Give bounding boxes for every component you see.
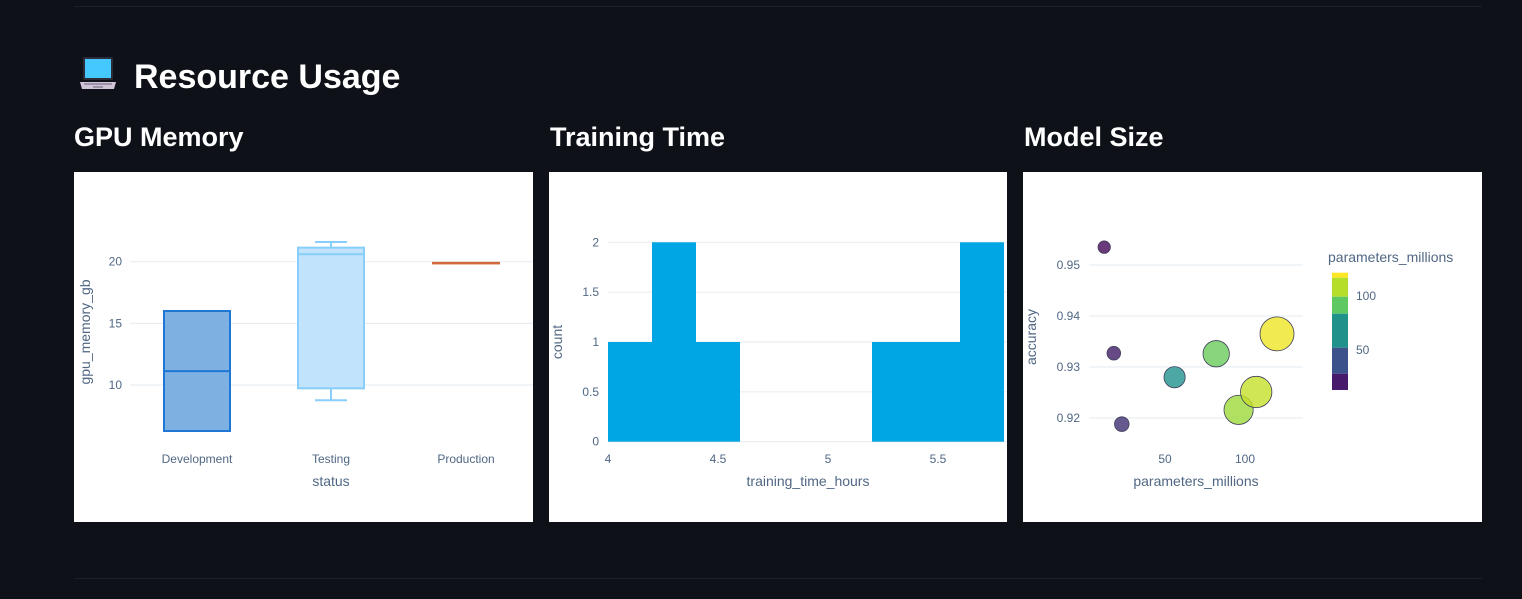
y-tick-label: 20 xyxy=(109,255,123,269)
scatter-point[interactable] xyxy=(1202,340,1230,368)
x-tick-label: Testing xyxy=(312,452,350,466)
x-tick-label: 5 xyxy=(825,452,832,466)
y-tick-label: 0.5 xyxy=(582,385,599,399)
y-tick-label: 0.93 xyxy=(1057,360,1081,374)
y-axis-title: accuracy xyxy=(1023,309,1039,365)
box-plot[interactable]: 10 15 20 Development Testing Production status… xyxy=(74,172,533,522)
histogram-plot[interactable]: 0 0.5 1 1.5 2 4 4.5 5 5.5 training_time_hours coun… xyxy=(549,172,1007,522)
page-title: Resource Usage xyxy=(78,54,400,101)
gpu-memory-title: GPU Memory xyxy=(74,122,244,152)
training-time-chart[interactable]: 0 0.5 1 1.5 2 4 4.5 5 5.5 training_time_hours coun… xyxy=(549,172,1007,522)
box-testing[interactable] xyxy=(297,240,365,402)
x-tick-label: 4 xyxy=(605,452,612,466)
colorbar-title: parameters_millions xyxy=(1328,249,1453,265)
x-tick-label: Development xyxy=(162,452,233,466)
x-axis-title: status xyxy=(312,473,349,489)
model-size-title: Model Size xyxy=(1024,122,1164,152)
colorbar-tick: 100 xyxy=(1356,289,1376,303)
scatter-point[interactable] xyxy=(1097,240,1111,254)
y-tick-label: 0.92 xyxy=(1057,411,1081,425)
scatter-point[interactable] xyxy=(1259,316,1295,352)
box-production[interactable] xyxy=(432,261,500,265)
x-tick-label: Production xyxy=(437,452,494,466)
y-tick-label: 0 xyxy=(592,435,599,449)
top-divider xyxy=(74,6,1482,7)
y-tick-label: 10 xyxy=(109,378,123,392)
y-axis-title: gpu_memory_gb xyxy=(77,279,93,384)
colorbar-tick: 50 xyxy=(1356,343,1370,357)
scatter-point[interactable] xyxy=(1240,375,1273,409)
laptop-icon xyxy=(78,54,118,101)
x-axis-title: training_time_hours xyxy=(747,473,870,489)
x-tick-label: 50 xyxy=(1158,452,1172,466)
histogram-bar[interactable] xyxy=(696,342,740,442)
gpu-memory-chart[interactable]: 10 15 20 Development Testing Production status… xyxy=(74,172,533,522)
histogram-bar[interactable] xyxy=(872,342,916,442)
y-tick-label: 0.94 xyxy=(1057,309,1081,323)
y-tick-label: 0.95 xyxy=(1057,258,1081,272)
y-tick-label: 1 xyxy=(592,335,599,349)
colorbar: parameters_millions 100 50 xyxy=(1328,249,1453,390)
histogram-bar[interactable] xyxy=(960,242,1004,442)
y-tick-label: 15 xyxy=(109,316,123,330)
scatter-point[interactable] xyxy=(1106,346,1122,361)
x-tick-label: 100 xyxy=(1235,452,1255,466)
training-time-title: Training Time xyxy=(550,122,726,152)
histogram-bar[interactable] xyxy=(652,242,696,442)
y-axis-title: count xyxy=(549,325,565,359)
bottom-divider xyxy=(74,578,1482,579)
y-tick-label: 2 xyxy=(592,235,599,249)
scatter-point[interactable] xyxy=(1114,416,1130,432)
y-tick-label: 1.5 xyxy=(582,285,599,299)
model-size-chart[interactable]: 0.92 0.93 0.94 0.95 50 100 parameters_millions… xyxy=(1023,172,1482,522)
x-tick-label: 5.5 xyxy=(930,452,947,466)
scatter-point[interactable] xyxy=(1163,366,1186,389)
page-title-text: Resource Usage xyxy=(134,58,401,96)
x-tick-label: 4.5 xyxy=(710,452,727,466)
histogram-bar[interactable] xyxy=(916,342,960,442)
x-axis-title: parameters_millions xyxy=(1133,473,1258,489)
histogram-bar[interactable] xyxy=(608,342,652,442)
box-development[interactable] xyxy=(163,310,231,432)
